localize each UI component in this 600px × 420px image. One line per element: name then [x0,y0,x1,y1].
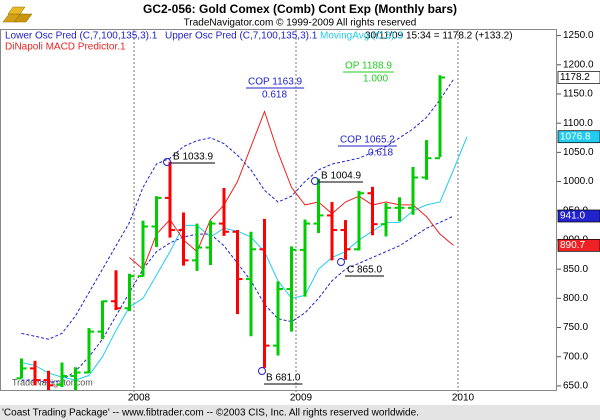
annotation: 0.618 [368,148,393,159]
y-tick-label: 800.0 [563,293,588,304]
value-tag-box [557,71,600,84]
timestamp: 30/11/09 15:34 = 1178.2 (+133.2) [365,31,513,42]
subtitle: TradeNavigator.com © 1999-2009 All right… [184,18,417,29]
pivot-marker [337,258,345,266]
x-tick-label: 2010 [452,393,475,404]
chart-title: GC2-056: Gold Comex (Comb) Cont Exp (Mon… [143,2,457,16]
y-tick-label: 650.0 [563,381,588,392]
x-tick-label: 2008 [128,393,151,404]
y-tick-label: 1100.0 [563,118,593,129]
value-tag-box [557,239,600,252]
x-tick-label: 2009 [290,393,313,404]
y-tick-label: 1050.0 [563,147,594,158]
pivot-marker [311,177,319,185]
pivot-marker [258,367,266,375]
y-tick-label: 700.0 [563,351,588,362]
pivot-marker [163,158,171,166]
y-tick-label: 850.0 [563,264,588,275]
y-tick-label: 1000.0 [563,176,594,187]
value-tag: 890.7 [560,240,585,251]
footer-bar [0,405,600,420]
plot-frame [0,29,557,391]
y-tick-label: 750.0 [563,322,588,333]
y-tick-label: 1150.0 [563,89,593,100]
legend-entry: Lower Osc Pred (C,7,100,135,3).1 [5,31,158,42]
annotation: B 1004.9 [321,171,361,182]
annotation: B 1033.9 [173,152,213,163]
value-tag: 1178.2 [560,72,590,83]
value-tag-box [557,130,600,144]
y-tick-label: 1250.0 [563,30,594,41]
legend-entry: MovingAvg (C,3).3 [320,31,403,42]
legend-entry: DiNapoli MACD Predictor.1 [5,42,126,53]
annotation: C 865.0 [347,265,382,276]
y-tick-label: 1200.0 [563,59,594,70]
annotation: OP 1188.9 [345,61,392,72]
annotation: COP 1065.2 [340,135,395,146]
value-tag: 941.0 [560,211,585,222]
value-tag: 1076.8 [560,131,591,142]
annotation: COP 1163.9 [248,77,303,88]
footer: 'Coast Trading Package' -- www.fibtrader… [2,408,419,419]
value-tag-box [557,209,600,223]
indicator-line [21,136,468,381]
annotation: B 681.0 [266,373,301,384]
indicator-line [21,79,454,340]
annotation: 0.618 [262,90,287,101]
annotation: 1.000 [363,74,388,85]
legend-entry: Upper Osc Pred (C,7,100,135,3).1 [165,31,318,42]
logo [2,6,33,23]
